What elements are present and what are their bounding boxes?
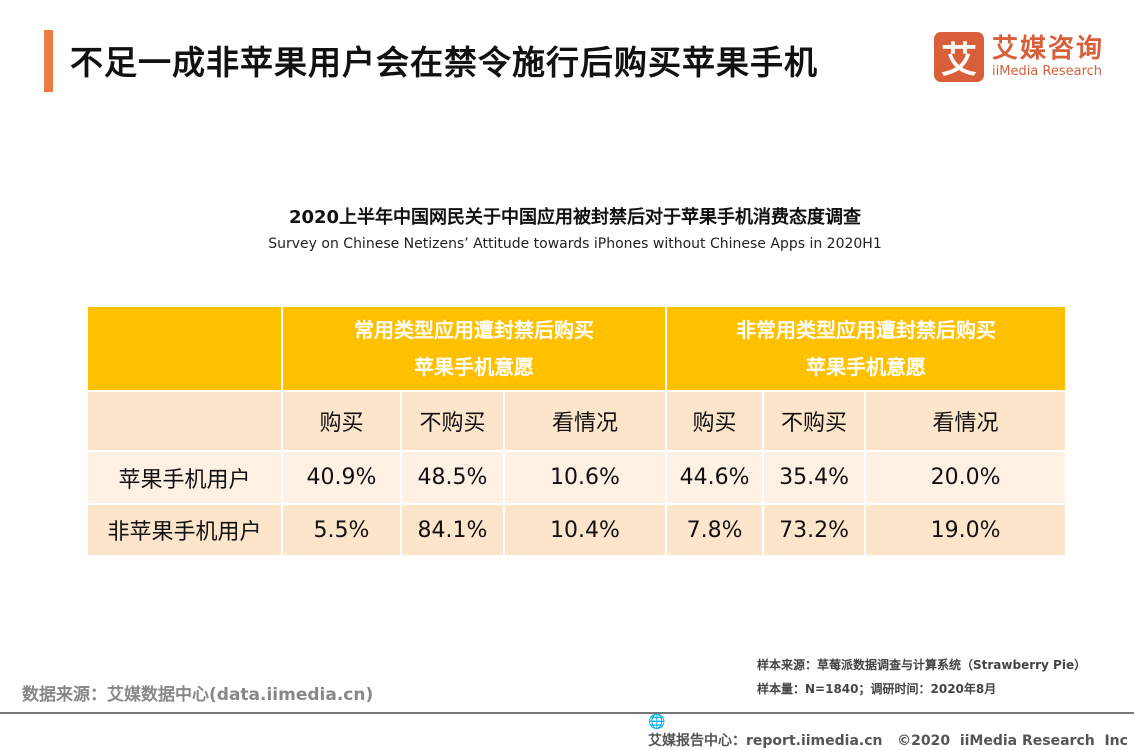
page-title: 不足一成非苹果用户会在禁令施行后购买苹果手机 — [70, 43, 818, 82]
column-header: 不购买 — [400, 390, 505, 452]
group-header: 常用类型应用遭封禁后购买 苹果手机意愿 — [280, 305, 668, 392]
cell: 48.5% — [400, 450, 505, 505]
cell: 5.5% — [281, 503, 402, 557]
row-label: 苹果手机用户 — [86, 450, 283, 505]
sample-source-note: 样本来源：草莓派数据调查与计算系统（Strawberry Pie） — [757, 658, 1087, 672]
cell: 10.4% — [502, 503, 668, 557]
cell: 44.6% — [665, 450, 765, 505]
cell: 84.1% — [400, 503, 505, 557]
footer-divider — [0, 712, 1134, 714]
sample-size-note: 样本量：N=1840；调研时间：2020年8月 — [757, 682, 997, 696]
cell: 40.9% — [281, 450, 402, 505]
table-title-cn: 2020上半年中国网民关于中国应用被封禁后对于苹果手机消费态度调查 — [288, 207, 862, 228]
cell: 7.8% — [665, 503, 765, 557]
footer-text: 艾媒报告中心：report.iimedia.cn ©2020 iiMedia R… — [648, 733, 1128, 749]
row-label: 非苹果手机用户 — [86, 503, 283, 557]
logo-mark: 艾 — [934, 32, 984, 82]
cell: 20.0% — [864, 450, 1068, 505]
cell: 10.6% — [502, 450, 668, 505]
cell: 19.0% — [864, 503, 1068, 557]
column-header: 看情况 — [864, 390, 1068, 452]
table-row: 非苹果手机用户 5.5% 84.1% 10.4% 7.8% 73.2% 19.0… — [86, 503, 1068, 557]
group-header: 非常用类型应用遭封禁后购买 苹果手机意愿 — [665, 305, 1068, 392]
column-header: 购买 — [281, 390, 402, 452]
corner-cell — [86, 390, 283, 452]
column-header: 看情况 — [502, 390, 668, 452]
cell: 73.2% — [762, 503, 867, 557]
table-title-en: Survey on Chinese Netizens’ Attitude tow… — [268, 236, 882, 252]
footer: 🌐 艾媒报告中心：report.iimedia.cn ©2020 iiMedia… — [648, 714, 1134, 750]
logo-en: iiMedia Research — [992, 64, 1103, 79]
column-header: 不购买 — [762, 390, 867, 452]
iimedia-logo: 艾 艾媒咨询 iiMedia Research — [934, 32, 1104, 82]
globe-cursor-icon: 🌐 — [648, 714, 666, 730]
title-accent-bar — [44, 30, 53, 92]
corner-cell — [86, 305, 283, 392]
logo-cn: 艾媒咨询 — [992, 34, 1105, 64]
table-row: 苹果手机用户 40.9% 48.5% 10.6% 44.6% 35.4% 20.… — [86, 450, 1068, 505]
data-source: 数据来源：艾媒数据中心(data.iimedia.cn) — [22, 685, 374, 705]
column-header: 购买 — [665, 390, 765, 452]
cell: 35.4% — [762, 450, 867, 505]
survey-table: 常用类型应用遭封禁后购买 苹果手机意愿 非常用类型应用遭封禁后购买 苹果手机意愿 购… — [86, 305, 1068, 557]
